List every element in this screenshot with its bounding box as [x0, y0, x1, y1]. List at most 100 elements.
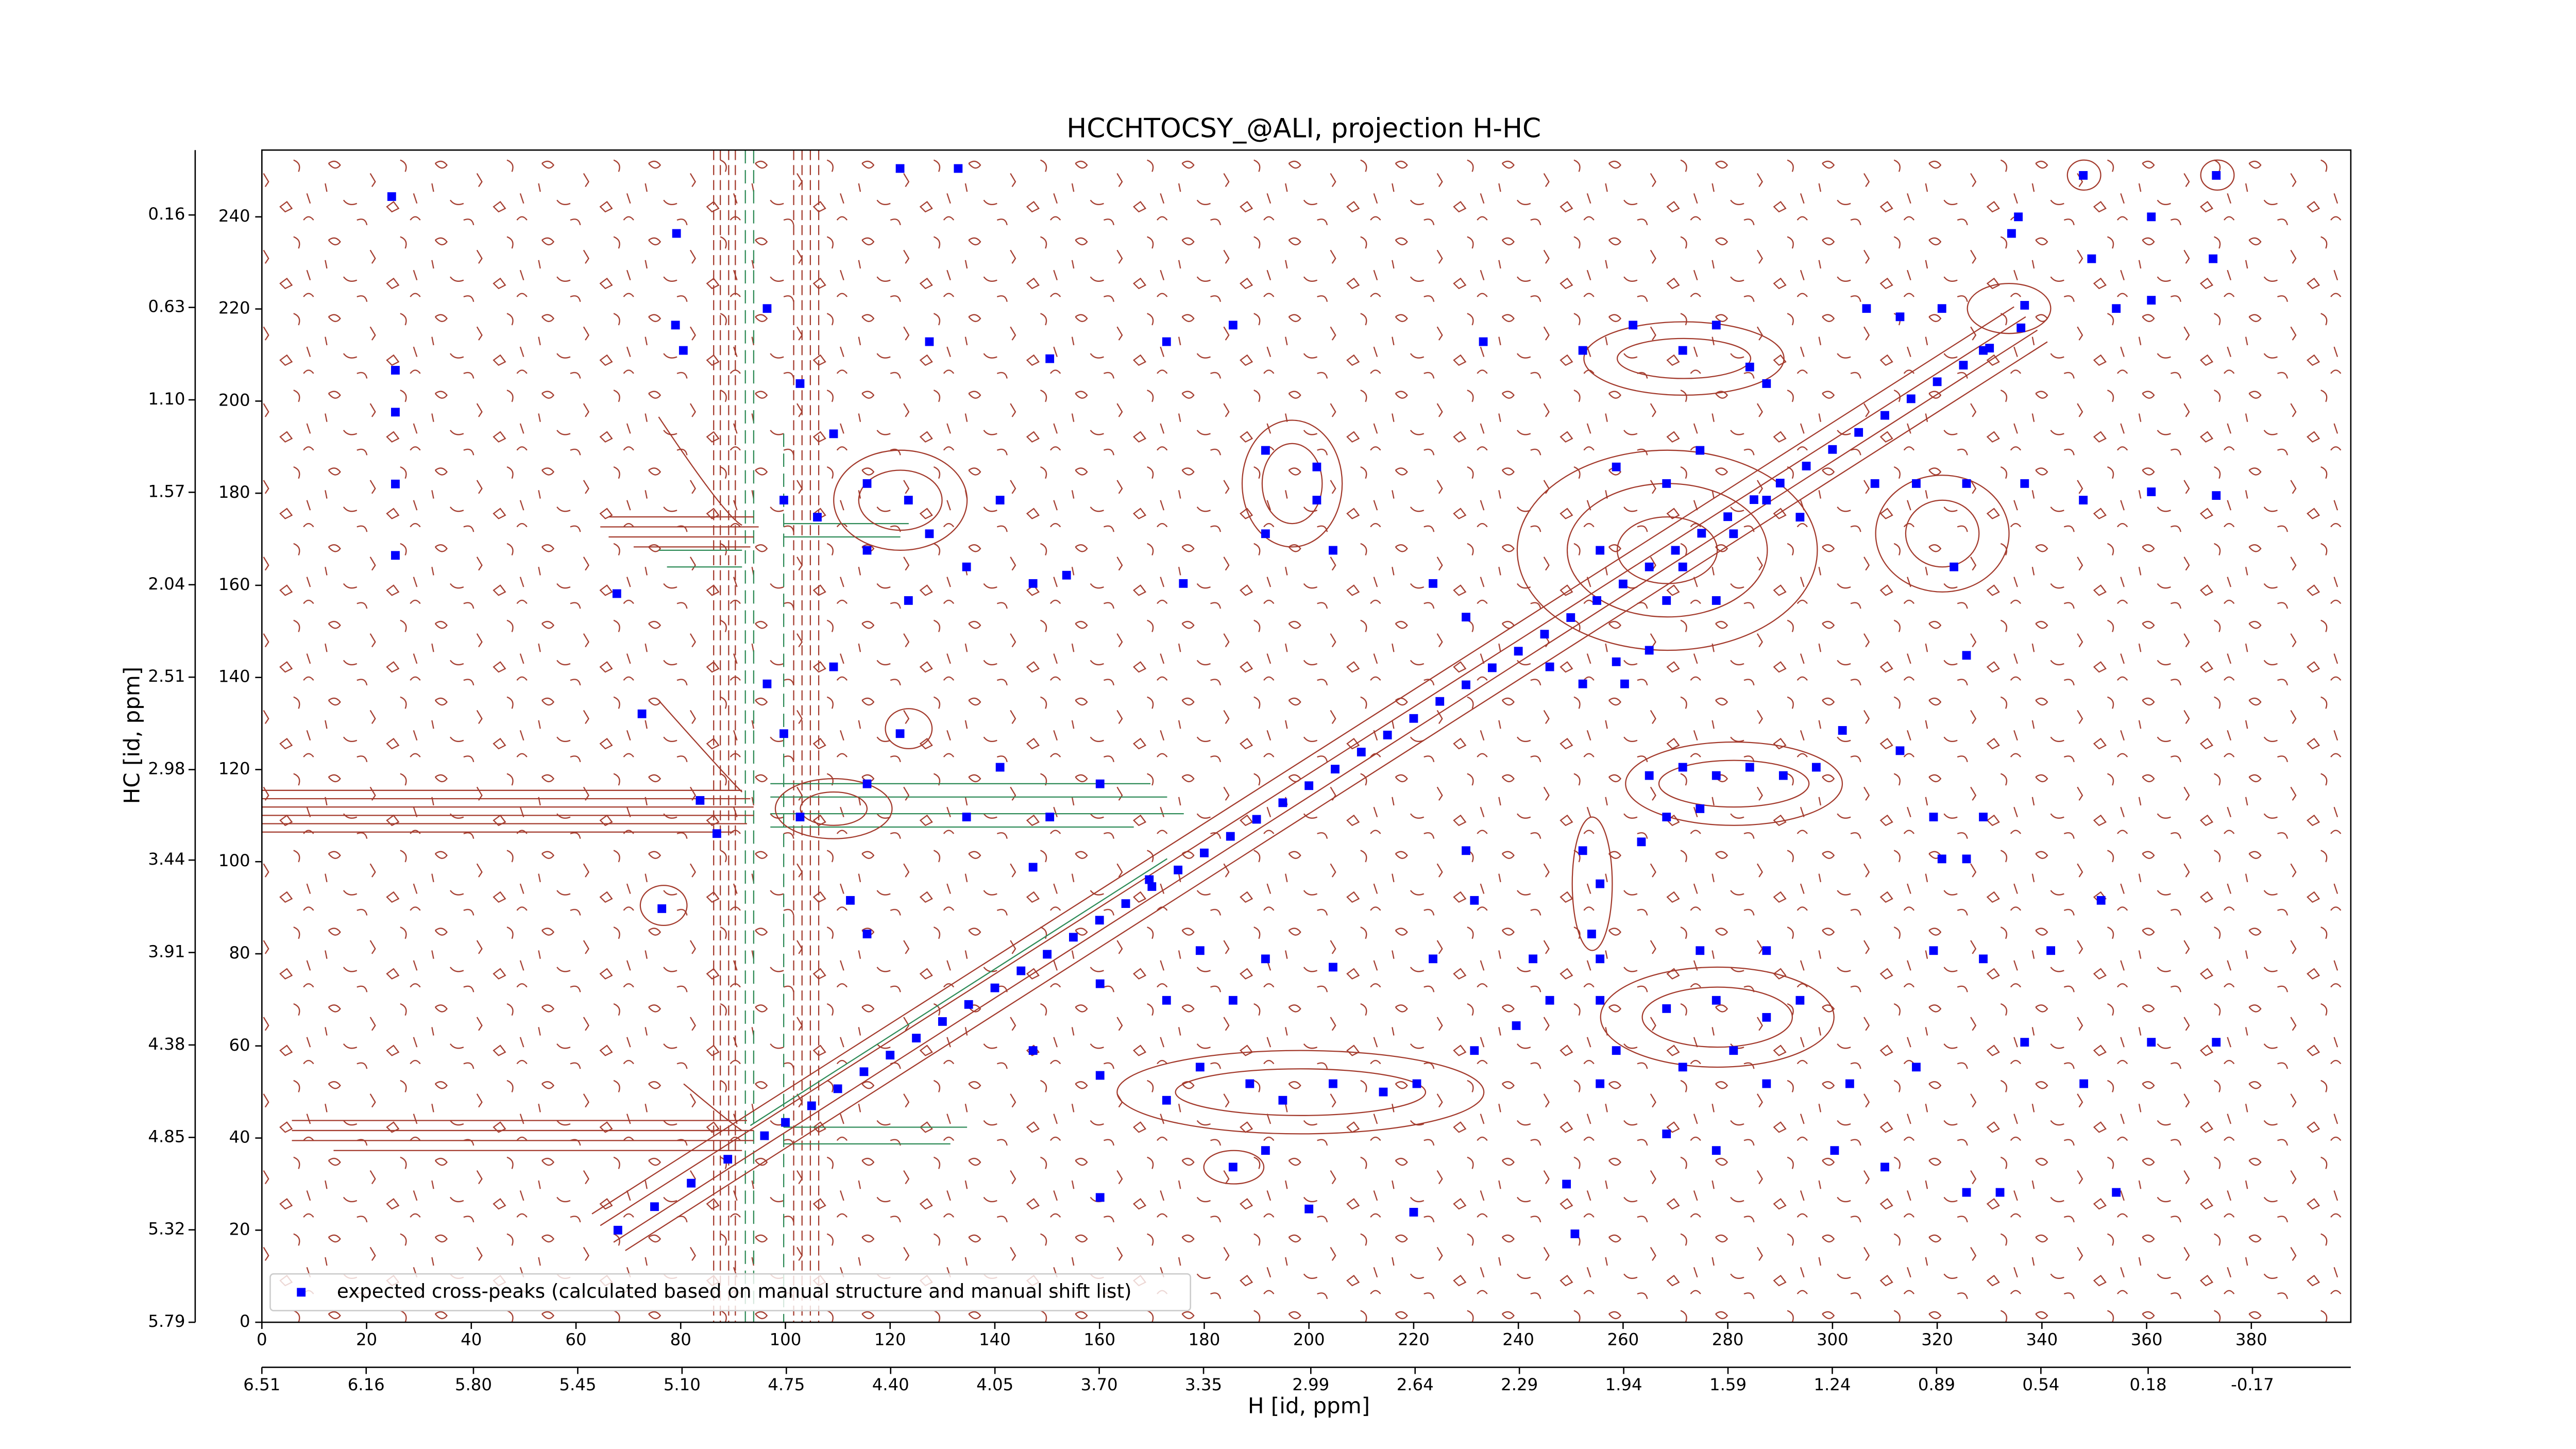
- cross-peak: [1662, 813, 1671, 821]
- y2-tick-label: 2.04: [148, 574, 185, 594]
- cross-peak: [1696, 946, 1705, 955]
- cross-peak: [1512, 1021, 1521, 1030]
- cross-peak: [1312, 496, 1321, 504]
- cross-peak: [1195, 946, 1205, 955]
- x2-tick-label: 0.18: [2130, 1375, 2167, 1394]
- cross-peak: [2212, 171, 2221, 180]
- cross-peak: [1723, 512, 1733, 521]
- cross-peak: [1696, 804, 1705, 813]
- cross-peak: [2020, 1038, 2029, 1047]
- cross-peak: [1095, 979, 1105, 988]
- cross-peak: [1962, 651, 1971, 660]
- cross-peak: [1671, 546, 1680, 555]
- cross-peak: [1045, 813, 1055, 821]
- y-tick-label: 200: [218, 390, 250, 410]
- cross-peak: [807, 1101, 816, 1110]
- cross-peak: [1711, 1146, 1721, 1155]
- x-tick-label: 80: [670, 1330, 691, 1350]
- cross-peak: [1937, 304, 1946, 313]
- y2-tick-label: 0.63: [148, 297, 185, 316]
- cross-peak: [990, 983, 999, 992]
- x2-tick-label: 0.54: [2022, 1375, 2059, 1394]
- cross-peak: [1795, 513, 1805, 522]
- cross-peak: [795, 379, 805, 388]
- cross-peak: [954, 164, 963, 173]
- x2-tick-label: 2.64: [1397, 1375, 1434, 1394]
- cross-peak: [1662, 1130, 1671, 1138]
- cross-peak: [859, 1067, 869, 1076]
- cross-peak: [2112, 1188, 2121, 1197]
- cross-peak: [2014, 212, 2023, 222]
- y-tick-label: 0: [240, 1311, 250, 1331]
- x2-tick-label: -0.17: [2231, 1375, 2274, 1394]
- cross-peak: [1762, 1079, 1771, 1088]
- x-tick-label: 300: [1817, 1330, 1849, 1350]
- cross-peak: [1412, 1079, 1421, 1088]
- x2-tick-label: 4.40: [872, 1375, 909, 1394]
- cross-peak: [779, 496, 788, 504]
- cross-peak: [1775, 479, 1785, 487]
- cross-peak: [1596, 546, 1605, 555]
- cross-peak: [1612, 462, 1621, 471]
- cross-peak: [1043, 950, 1052, 959]
- cross-peak: [1145, 875, 1154, 884]
- y2-tick-label: 1.10: [148, 389, 185, 409]
- cross-peak: [696, 796, 705, 805]
- cross-peak: [1278, 1096, 1287, 1105]
- cross-peak: [1578, 679, 1587, 688]
- cross-peak: [1802, 461, 1811, 470]
- x-tick-label: 260: [1607, 1330, 1639, 1350]
- x-tick-label: 160: [1083, 1330, 1115, 1350]
- cross-peak: [1409, 714, 1418, 723]
- y2-tick-label: 5.32: [148, 1219, 185, 1239]
- cross-peak: [1228, 1162, 1238, 1172]
- x-tick-label: 220: [1398, 1330, 1430, 1350]
- cross-peak: [1028, 863, 1038, 872]
- cross-peak: [795, 813, 805, 821]
- cross-peak: [829, 662, 838, 671]
- cross-peak: [1470, 1046, 1479, 1055]
- cross-peak: [1121, 899, 1130, 908]
- cross-peak: [1487, 663, 1497, 672]
- cross-peak: [1226, 832, 1235, 841]
- chart-title: HCCHTOCSY_@ALI, projection H-HC: [1066, 113, 1541, 144]
- cross-peak: [1929, 813, 1938, 821]
- cross-peak: [1811, 763, 1821, 772]
- cross-peak: [962, 562, 971, 571]
- cross-peak: [1828, 445, 1837, 454]
- x2-tick-label: 2.99: [1292, 1375, 1329, 1394]
- cross-peak: [829, 429, 838, 439]
- x2-tick-label: 5.45: [559, 1375, 596, 1394]
- cross-peak: [1162, 1096, 1171, 1105]
- cross-peak: [1162, 337, 1171, 346]
- cross-peak: [387, 192, 396, 201]
- cross-peak: [1179, 579, 1188, 588]
- cross-peak: [712, 829, 721, 838]
- cross-peak: [1596, 954, 1605, 964]
- cross-peak: [1762, 1013, 1771, 1022]
- cross-peak: [1545, 662, 1554, 671]
- cross-peak: [1592, 596, 1601, 605]
- x2-tick-label: 1.24: [1814, 1375, 1851, 1394]
- noise-contours: [262, 150, 2351, 1323]
- cross-peak: [1095, 1193, 1105, 1202]
- cross-peak: [1540, 630, 1549, 639]
- cross-peak: [1979, 954, 1988, 964]
- y2-tick-label: 5.79: [148, 1311, 185, 1331]
- x2-tick-label: 2.29: [1501, 1375, 1538, 1394]
- y2-tick-label: 2.98: [148, 759, 185, 779]
- cross-peak: [1578, 846, 1587, 855]
- cross-peak: [1870, 479, 1879, 488]
- cross-peak: [1729, 1046, 1738, 1055]
- cross-peak: [1435, 697, 1445, 706]
- cross-peak: [1629, 321, 1638, 330]
- cross-peak: [2147, 1038, 2156, 1047]
- cross-peak: [962, 813, 971, 821]
- y-tick-label: 80: [229, 943, 250, 963]
- cross-peak: [1162, 996, 1171, 1005]
- cross-peak: [1429, 579, 1437, 588]
- cross-peak: [1252, 815, 1261, 824]
- data-points: [387, 164, 2221, 1238]
- cross-peak: [1895, 746, 1905, 755]
